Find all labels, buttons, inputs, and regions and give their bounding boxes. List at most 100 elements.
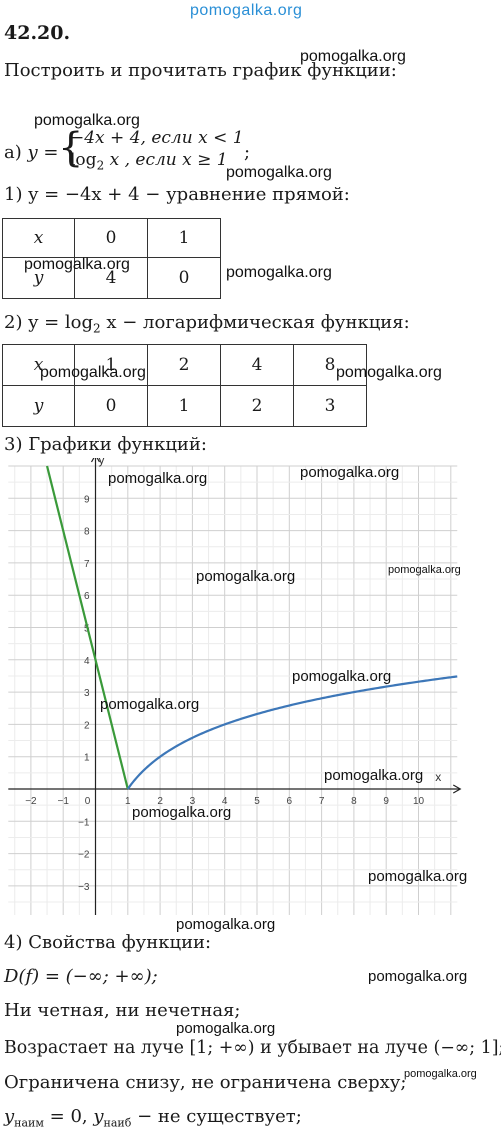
y-max-text: − не существует; (131, 1106, 302, 1127)
x-axis-label: x (435, 770, 441, 784)
prop-domain: D(f) = (−∞; +∞); (4, 966, 158, 987)
table-row: y 4 0 (2, 257, 221, 299)
x-tick-label: 1 (125, 796, 131, 807)
table-cell: 2 (147, 344, 221, 386)
watermark: pomogalka.org (226, 164, 332, 181)
line-series (45, 465, 129, 790)
x-tick-label: 2 (157, 796, 163, 807)
log-series (126, 675, 458, 790)
watermark: pomogalka.org (176, 916, 276, 933)
step1-text: 1) y = −4x + 4 − уравнение прямой: (4, 184, 350, 205)
y-axis-label: y (99, 458, 105, 467)
table-cell: 1 (147, 385, 221, 427)
table-cell: 0 (74, 218, 148, 258)
watermark: pomogalka.org (404, 1068, 477, 1080)
watermark: pomogalka.org (368, 868, 468, 885)
table-cell: x (2, 344, 75, 386)
y-tick-label: 2 (84, 720, 90, 731)
task-text: Построить и прочитать график функции: (4, 60, 397, 81)
log-base: 2 (93, 321, 101, 336)
x-tick-label: 9 (383, 796, 389, 807)
semicolon: ; (244, 142, 251, 163)
watermark: pomogalka.org (300, 464, 400, 481)
watermark: pomogalka.org (324, 767, 424, 784)
y-tick-label: 4 (84, 656, 90, 667)
y-tick-label: −2 (78, 850, 90, 861)
part-a-y: y = (27, 142, 59, 163)
watermark: pomogalka.org (132, 804, 232, 821)
y-max-sub: наиб (103, 1116, 132, 1130)
watermark: pomogalka.org (100, 696, 200, 713)
table-cell: x (2, 218, 75, 258)
watermark: pomogalka.org (24, 256, 130, 273)
watermark: pomogalka.org (368, 968, 468, 985)
table-log-values: x 1 2 4 8 y 0 1 2 3 (2, 344, 367, 427)
table-cell: 2 (220, 385, 294, 427)
watermark: pomogalka.org (176, 1020, 276, 1037)
table-cell: 4 (220, 344, 294, 386)
x-tick-label: 5 (254, 796, 260, 807)
y-axis-arrow (90, 458, 101, 463)
x-tick-label: 4 (222, 796, 228, 807)
piecewise-brace: { (58, 125, 84, 171)
x-tick-label: 8 (351, 796, 357, 807)
watermark: pomogalka.org (226, 264, 332, 281)
piecewise-case-2: log2 x , если x ≥ 1 (70, 150, 228, 172)
step3-text: 3) Графики функций: (4, 434, 207, 455)
x-tick-label: −2 (25, 796, 37, 807)
table-cell: 0 (147, 257, 221, 299)
table-cell: 4 (74, 257, 148, 299)
table-line-values: x 0 1 y 4 0 (2, 218, 221, 299)
table-cell: 3 (293, 385, 367, 427)
y-tick-label: −3 (78, 882, 90, 893)
table-cell: 1 (147, 218, 221, 258)
table-cell: 0 (74, 385, 148, 427)
table-cell: y (2, 257, 75, 299)
log-base: 2 (96, 158, 105, 173)
y-min-value: = 0, (43, 1106, 94, 1127)
watermark: pomogalka.org (34, 112, 140, 129)
prop-bounded: Ограничена снизу, не ограничена сверху; (4, 1072, 407, 1093)
y-min-sub: наим (14, 1116, 44, 1130)
watermark: pomogalka.org (300, 48, 406, 65)
part-a-letter: а) (4, 142, 22, 163)
watermark: pomogalka.org (190, 2, 303, 19)
y-tick-label: 8 (84, 527, 90, 538)
y-tick-label: 1 (84, 753, 90, 764)
log-word: log (70, 150, 97, 170)
y-tick-label: 6 (84, 591, 90, 602)
watermark: pomogalka.org (388, 564, 461, 576)
step2-prefix: 2) y = log (4, 312, 94, 333)
step2-rest: x − логарифмическая функция: (100, 312, 410, 333)
y-tick-label: 7 (84, 559, 90, 570)
step2-text: 2) y = log2 x − логарифмическая функция: (4, 312, 410, 336)
y-tick-label: 9 (84, 494, 90, 505)
prop-monotony: Возрастает на луче [1; +∞) и убывает на … (4, 1038, 501, 1058)
prop-extrema: yнаим = 0, yнаиб − не существует; (4, 1106, 302, 1130)
y-max-symbol: y (93, 1106, 104, 1127)
x-tick-label: 10 (413, 796, 425, 807)
x-axis-arrow (452, 784, 462, 794)
table-row: x 0 1 (2, 218, 221, 258)
watermark: pomogalka.org (292, 668, 392, 685)
x-tick-label: 0 (85, 796, 91, 807)
x-tick-label: 3 (190, 796, 196, 807)
case2-rest: x , если x ≥ 1 (104, 150, 228, 170)
table-cell: 8 (293, 344, 367, 386)
x-tick-label: 6 (287, 796, 293, 807)
y-tick-label: −1 (78, 817, 90, 828)
y-tick-label: 3 (84, 688, 90, 699)
step4-text: 4) Свойства функции: (4, 932, 212, 953)
problem-number: 42.20. (4, 22, 71, 44)
watermark: pomogalka.org (40, 364, 146, 381)
x-tick-label: 7 (319, 796, 325, 807)
part-a-label: а) y = (4, 142, 58, 163)
x-tick-label: −1 (57, 796, 69, 807)
table-cell: 1 (74, 344, 148, 386)
table-row: y 0 1 2 3 (2, 385, 367, 427)
function-graph: xy−2−1012345678910987654321−1−2−3 (8, 458, 462, 915)
watermark: pomogalka.org (108, 470, 208, 487)
y-min-symbol: y (4, 1106, 15, 1127)
table-cell: y (2, 385, 75, 427)
watermark: pomogalka.org (196, 568, 296, 585)
